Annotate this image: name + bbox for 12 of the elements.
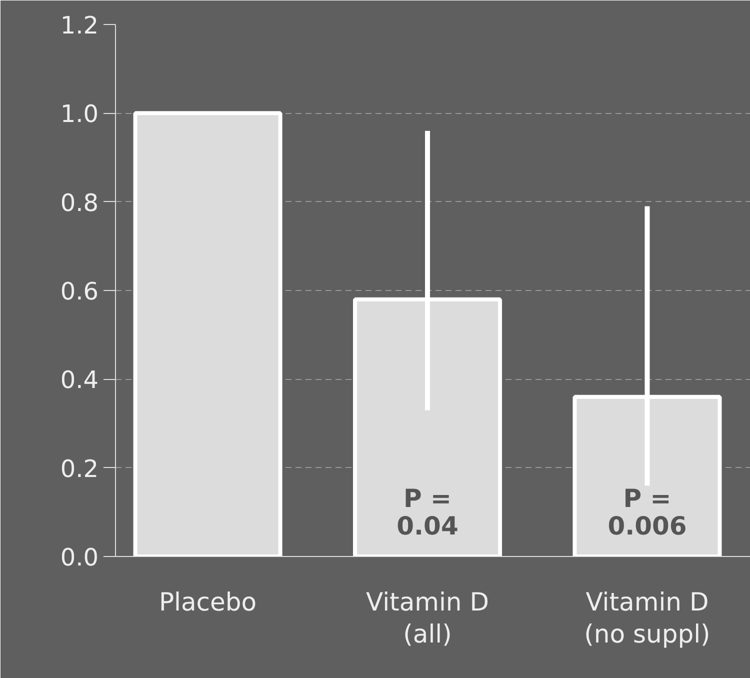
annotation: P = 0.006: [608, 484, 687, 540]
y-tick-label: 0.6: [60, 278, 99, 306]
y-tick-label: 1.0: [60, 100, 99, 128]
x-tick-label: Vitamin D (all): [366, 588, 489, 648]
annotation: P = 0.04: [396, 484, 458, 540]
y-tick-label: 0.2: [60, 454, 99, 483]
x-tick-label: Vitamin D (no suppl): [584, 588, 710, 648]
y-tick-label: 1.2: [60, 12, 99, 40]
y-tick-label: 0.0: [60, 544, 99, 572]
y-tick-label: 0.8: [60, 188, 99, 217]
x-tick-label: Placebo: [158, 588, 257, 616]
y-tick-label: 0.4: [60, 366, 99, 394]
